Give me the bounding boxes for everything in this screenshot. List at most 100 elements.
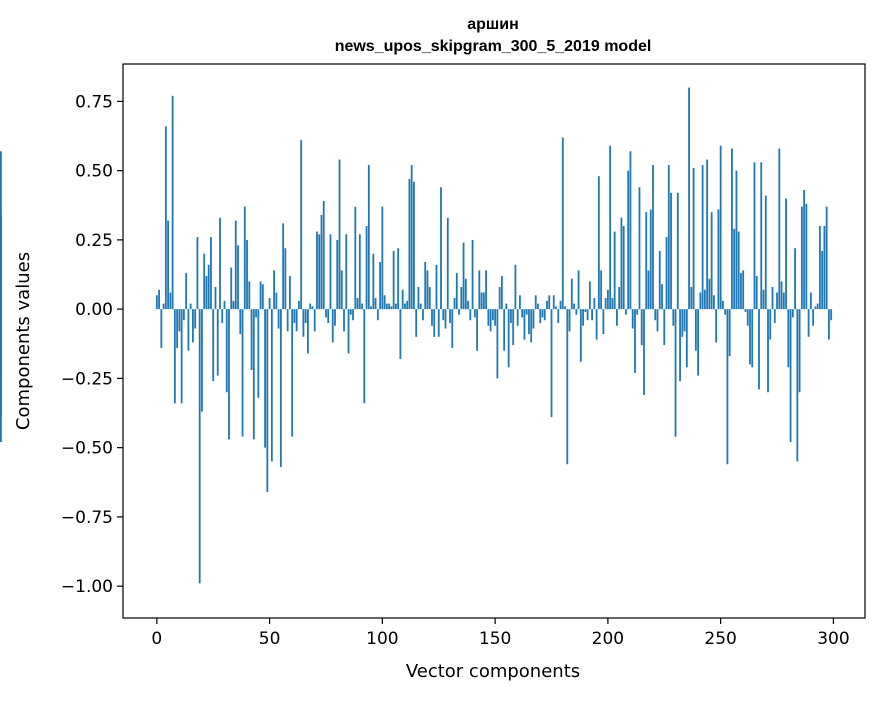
x-tick-label: 300 (817, 629, 849, 649)
bar-component-298 (828, 309, 830, 340)
bar-component-72 (318, 234, 321, 310)
bar-component-283 (794, 248, 796, 310)
x-tick-label: 150 (479, 629, 511, 649)
bar-component-35 (234, 220, 237, 310)
bar-component-95 (370, 306, 372, 310)
bar-component-89 (356, 298, 359, 310)
bar-component-101 (383, 295, 386, 310)
bar-component-110 (404, 303, 406, 310)
bar-component-143 (478, 270, 481, 310)
bar-component-81 (338, 159, 341, 310)
bar-component-58 (286, 309, 289, 332)
bar-component-146 (485, 270, 487, 310)
bar-component-127 (442, 309, 445, 321)
bar-component-208 (625, 309, 627, 315)
bar-component-73 (320, 214, 323, 310)
bar-component-232 (679, 309, 681, 382)
bar-component-244 (706, 159, 709, 310)
y-tick-label: −0.50 (61, 439, 113, 459)
bar-component-99 (379, 262, 381, 310)
bar-component-39 (243, 206, 246, 310)
bar-component-196 (597, 176, 600, 310)
bar-component-61 (293, 309, 296, 323)
bar-component-248 (715, 309, 718, 343)
bar-component-119 (424, 262, 427, 310)
x-axis-label: Vector components (406, 661, 580, 682)
bar-component-47 (261, 284, 264, 310)
bar-component-177 (555, 306, 557, 310)
bar-component-163 (523, 309, 526, 340)
bar-component-77 (329, 234, 332, 310)
bar-component-103 (388, 303, 391, 310)
bar-component-289 (807, 309, 810, 337)
bar-component-49 (266, 309, 269, 492)
bar-component-80 (336, 239, 339, 310)
bar-component-78 (331, 309, 334, 343)
bar-component-120 (426, 270, 429, 310)
bar-component-256 (733, 228, 736, 310)
bar-component-106 (394, 303, 397, 310)
bar-component-24 (210, 237, 212, 310)
bar-component-221 (654, 309, 657, 321)
bar-component-229 (672, 309, 675, 326)
chart-title-line1: аршин (467, 16, 519, 33)
bar-component-111 (406, 300, 409, 310)
bar-component-172 (543, 309, 546, 321)
bar-component-186 (575, 309, 578, 315)
bar-component-129 (446, 217, 449, 310)
bar-component-213 (636, 309, 639, 315)
bar-component-108 (399, 309, 402, 359)
bar-component-240 (697, 309, 699, 376)
bar-component-233 (681, 309, 684, 337)
bar-component-272 (769, 309, 772, 340)
bar-component-21 (203, 253, 206, 310)
bar-component-29 (221, 309, 224, 323)
bar-component-87 (352, 309, 354, 321)
bar-component-288 (805, 203, 808, 310)
bar-component-138 (467, 300, 469, 310)
bar-component-48 (264, 309, 266, 448)
bar-component-94 (367, 165, 370, 310)
bar-component-18 (196, 237, 199, 310)
bar-component-9 (176, 309, 179, 348)
bar-component-271 (767, 309, 769, 393)
bar-component-69 (311, 306, 314, 310)
bar-component-234 (683, 309, 686, 332)
bar-component-274 (773, 309, 776, 323)
y-tick-label: 0.25 (75, 231, 113, 251)
bar-component-170 (539, 309, 542, 323)
bar-component-46 (259, 281, 262, 310)
bar-component-17 (194, 309, 197, 329)
bar-component-161 (519, 295, 521, 310)
bar-component-223 (658, 250, 661, 310)
bar-component-284 (796, 309, 799, 462)
bar-component-171 (541, 309, 544, 318)
bar-component-230 (674, 309, 677, 437)
bar-component-37 (239, 309, 242, 335)
bar-component-70 (313, 309, 316, 332)
bar-component-44 (255, 309, 257, 318)
bar-component-212 (634, 309, 636, 373)
bar-component-11 (180, 309, 183, 404)
bar-component-115 (415, 309, 418, 337)
y-tick-label: −0.75 (61, 508, 113, 528)
bar-component-175 (550, 309, 553, 418)
bar-component-199 (604, 298, 607, 310)
bar-component-43 (252, 309, 255, 440)
bar-component-154 (503, 309, 506, 351)
bar-component-83 (343, 309, 345, 332)
bar-component-227 (667, 165, 670, 310)
bar-component-206 (620, 217, 623, 310)
bar-component-258 (737, 231, 740, 310)
bar-component-52 (273, 270, 275, 310)
bar-component-281 (789, 309, 792, 443)
bar-component-204 (616, 309, 618, 326)
bar-component-42 (250, 309, 253, 371)
bar-component-60 (291, 309, 294, 437)
bar-component-260 (742, 270, 745, 310)
bar-component-191 (586, 309, 589, 321)
bar-component-294 (818, 226, 821, 310)
bar-component-237 (690, 286, 693, 310)
bar-component-290 (809, 292, 812, 310)
bar-component-180 (561, 137, 564, 310)
